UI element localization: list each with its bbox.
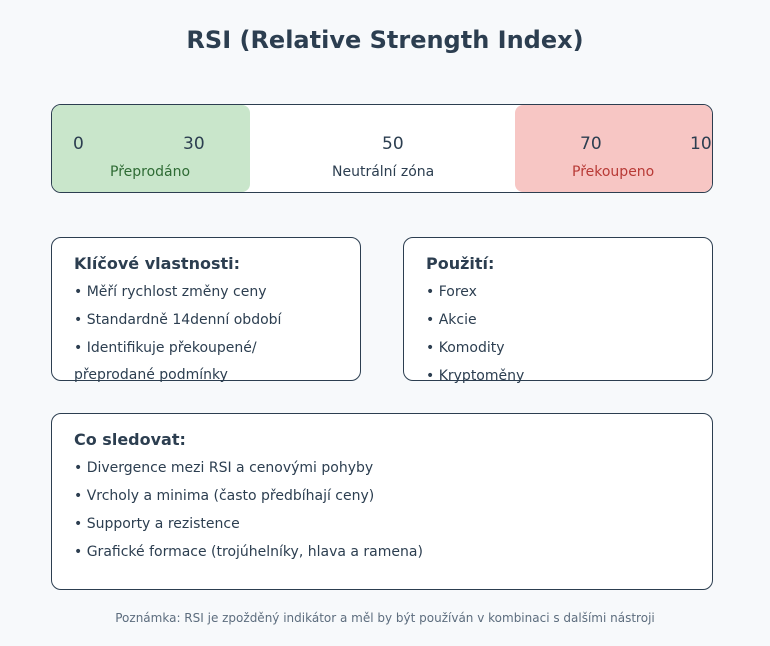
rsi-scale: 0 30 50 70 100 Přeprodáno Neutrální zóna… <box>51 104 713 193</box>
list-item: • Komodity <box>426 340 505 356</box>
list-item: • Vrcholy a minima (často předbíhají cen… <box>74 488 375 504</box>
list-item: • Akcie <box>426 312 477 328</box>
usage-card: Použití: • Forex • Akcie • Komodity • Kr… <box>403 237 713 384</box>
usage-heading: Použití: <box>426 254 495 273</box>
oversold-label: Přeprodáno <box>110 164 191 180</box>
usage-list: • Forex • Akcie • Komodity • Kryptoměny <box>426 278 524 390</box>
watch-card: Co sledovat: • Divergence mezi RSI a cen… <box>51 413 713 590</box>
list-item: • Kryptoměny <box>426 368 525 384</box>
features-heading: Klíčové vlastnosti: <box>74 254 241 273</box>
features-list: • Měří rychlost změny ceny • Standardně … <box>74 278 281 388</box>
list-item: • Grafické formace (trojúhelníky, hlava … <box>74 544 423 560</box>
diagram-title: RSI (Relative Strength Index) <box>186 26 584 54</box>
watch-heading: Co sledovat: <box>74 430 186 449</box>
tick-50: 50 <box>382 134 404 154</box>
overbought-zone <box>515 105 712 192</box>
footnote: Poznámka: RSI je zpožděný indikátor a mě… <box>115 611 655 625</box>
tick-70: 70 <box>580 134 602 154</box>
oversold-zone <box>52 105 250 192</box>
tick-100: 100 <box>690 134 712 154</box>
overbought-label: Překoupeno <box>572 164 655 180</box>
features-card: Klíčové vlastnosti: • Měří rychlost změn… <box>51 237 361 383</box>
list-item: • Forex <box>426 284 477 300</box>
neutral-label: Neutrální zóna <box>332 164 435 180</box>
watch-list: • Divergence mezi RSI a cenovými pohyby … <box>74 454 423 566</box>
list-item: přeprodané podmínky <box>74 367 228 383</box>
tick-0: 0 <box>73 134 84 154</box>
list-item: • Divergence mezi RSI a cenovými pohyby <box>74 460 374 476</box>
list-item: • Měří rychlost změny ceny <box>74 284 267 300</box>
list-item: • Standardně 14denní období <box>74 312 282 328</box>
tick-30: 30 <box>183 134 205 154</box>
list-item: • Supporty a rezistence <box>74 516 240 532</box>
list-item: • Identifikuje překoupené/ <box>74 340 257 356</box>
